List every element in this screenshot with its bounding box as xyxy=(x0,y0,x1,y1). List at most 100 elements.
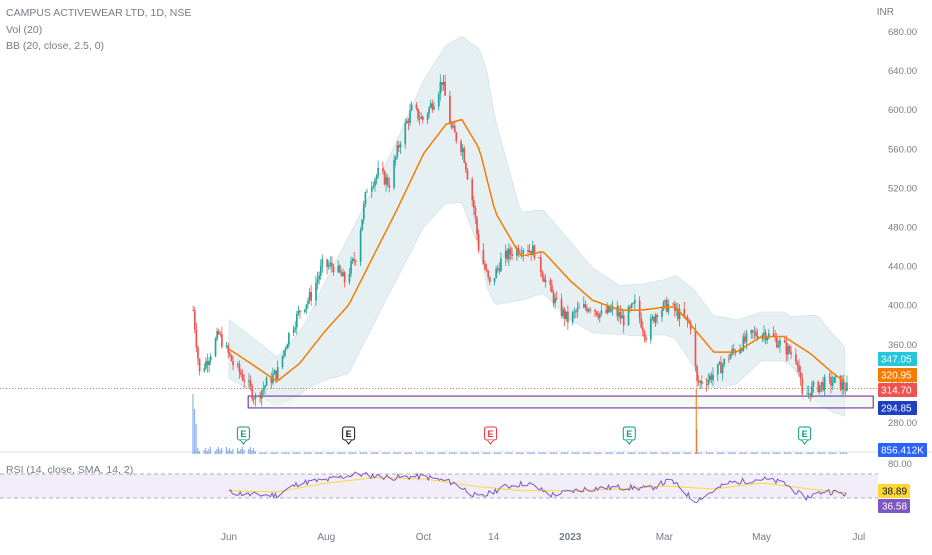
candle-body xyxy=(841,381,844,390)
volume-bar xyxy=(206,451,208,454)
candle-body xyxy=(575,311,577,313)
volume-bar xyxy=(195,424,197,454)
candle-body xyxy=(441,81,443,85)
candle-body xyxy=(594,309,596,312)
candle-body xyxy=(605,310,608,313)
volume-bar xyxy=(437,452,440,454)
candle-body xyxy=(597,315,600,318)
candle-body xyxy=(640,318,643,328)
volume-bar xyxy=(203,450,205,454)
candle-body xyxy=(243,379,246,382)
candle-body xyxy=(744,336,746,342)
candle-body xyxy=(683,309,686,317)
volume-bar xyxy=(251,450,253,454)
volume-label: 856.412K xyxy=(878,443,927,457)
candle-body xyxy=(842,381,845,389)
volume-bar xyxy=(643,452,645,454)
currency-label: INR xyxy=(876,7,894,18)
candle-body xyxy=(567,311,569,323)
bollinger-legend[interactable]: BB (20, close, 2.5, 0) xyxy=(6,40,105,52)
rsi-legend[interactable]: RSI (14, close, SMA, 14, 2) xyxy=(6,464,134,476)
rsi-value-label: 36.58 xyxy=(878,499,910,513)
candle-body xyxy=(799,372,802,380)
candle-body xyxy=(589,309,592,311)
candle-body xyxy=(442,81,445,85)
volume-bar xyxy=(716,452,719,454)
candle-body xyxy=(284,348,287,351)
volume-bar xyxy=(720,452,722,454)
price-label-bg xyxy=(878,368,917,382)
candle-body xyxy=(409,110,411,124)
candle-body xyxy=(326,259,328,267)
volume-bar xyxy=(496,452,499,454)
volume-bar xyxy=(426,452,428,454)
earnings-marker: E xyxy=(484,426,498,445)
volume-bar xyxy=(308,452,310,454)
candle-body xyxy=(205,361,207,369)
volume-bar xyxy=(807,452,810,454)
candle-body xyxy=(221,334,223,347)
candle-body xyxy=(342,272,344,277)
candle-body xyxy=(460,141,462,153)
candle-body xyxy=(437,93,440,107)
volume-bar xyxy=(752,452,754,454)
volume-bar xyxy=(551,452,553,454)
candle-body xyxy=(209,356,212,361)
volume-bar xyxy=(297,452,299,454)
candle-body xyxy=(718,362,721,365)
candle-body xyxy=(508,248,510,260)
volume-bar xyxy=(742,452,744,454)
volume-bar xyxy=(482,452,484,454)
volume-bar xyxy=(372,452,374,454)
time-tick-label: 2023 xyxy=(559,532,582,543)
candle-body xyxy=(444,81,446,96)
volume-bar xyxy=(318,452,320,454)
candle-body xyxy=(618,312,620,317)
price-label-text: 320.95 xyxy=(881,371,912,382)
volume-bar xyxy=(788,452,790,454)
candle-body xyxy=(238,363,241,373)
volume-bar xyxy=(811,452,813,454)
volume-bar xyxy=(675,452,677,454)
volume-bar xyxy=(651,452,653,454)
volume-bar xyxy=(227,450,229,454)
rsi-value-label-text: 36.58 xyxy=(882,502,907,513)
candle-body xyxy=(404,123,407,145)
volume-bar xyxy=(461,452,464,454)
candle-body xyxy=(753,331,756,333)
volume-bar xyxy=(455,452,457,454)
volume-bar xyxy=(393,452,395,454)
candle-body xyxy=(721,364,724,374)
candle-body xyxy=(755,331,757,336)
candle-body xyxy=(583,304,585,308)
volume-bar xyxy=(248,449,250,454)
volume-bar xyxy=(254,451,256,454)
candle-body xyxy=(653,316,655,323)
volume-legend[interactable]: Vol (20) xyxy=(6,24,43,36)
symbol-title[interactable]: CAMPUS ACTIVEWEAR LTD, 1D, NSE xyxy=(6,7,192,19)
candle-body xyxy=(634,300,636,304)
volume-bar xyxy=(779,452,781,454)
volume-bar xyxy=(420,452,422,454)
earnings-marker: E xyxy=(342,426,356,445)
candle-body xyxy=(420,116,423,119)
candle-body xyxy=(406,120,408,124)
volume-bar xyxy=(571,452,574,454)
candle-body xyxy=(343,272,346,283)
price-tick-label: 280.00 xyxy=(888,418,917,429)
candle-body xyxy=(453,125,456,133)
volume-bar xyxy=(583,452,585,454)
candle-body xyxy=(496,268,499,270)
volume-bar xyxy=(383,452,385,454)
candle-body xyxy=(318,275,321,280)
time-axis: Jun Aug Oct 14 2023 Mar May Jul xyxy=(221,532,865,543)
volume-bar xyxy=(370,452,373,454)
volume-bar xyxy=(642,452,644,454)
candle-body xyxy=(649,318,652,340)
candle-body xyxy=(450,123,453,128)
candle-body xyxy=(678,309,681,320)
volume-bar xyxy=(463,452,465,454)
candle-body xyxy=(252,398,255,400)
